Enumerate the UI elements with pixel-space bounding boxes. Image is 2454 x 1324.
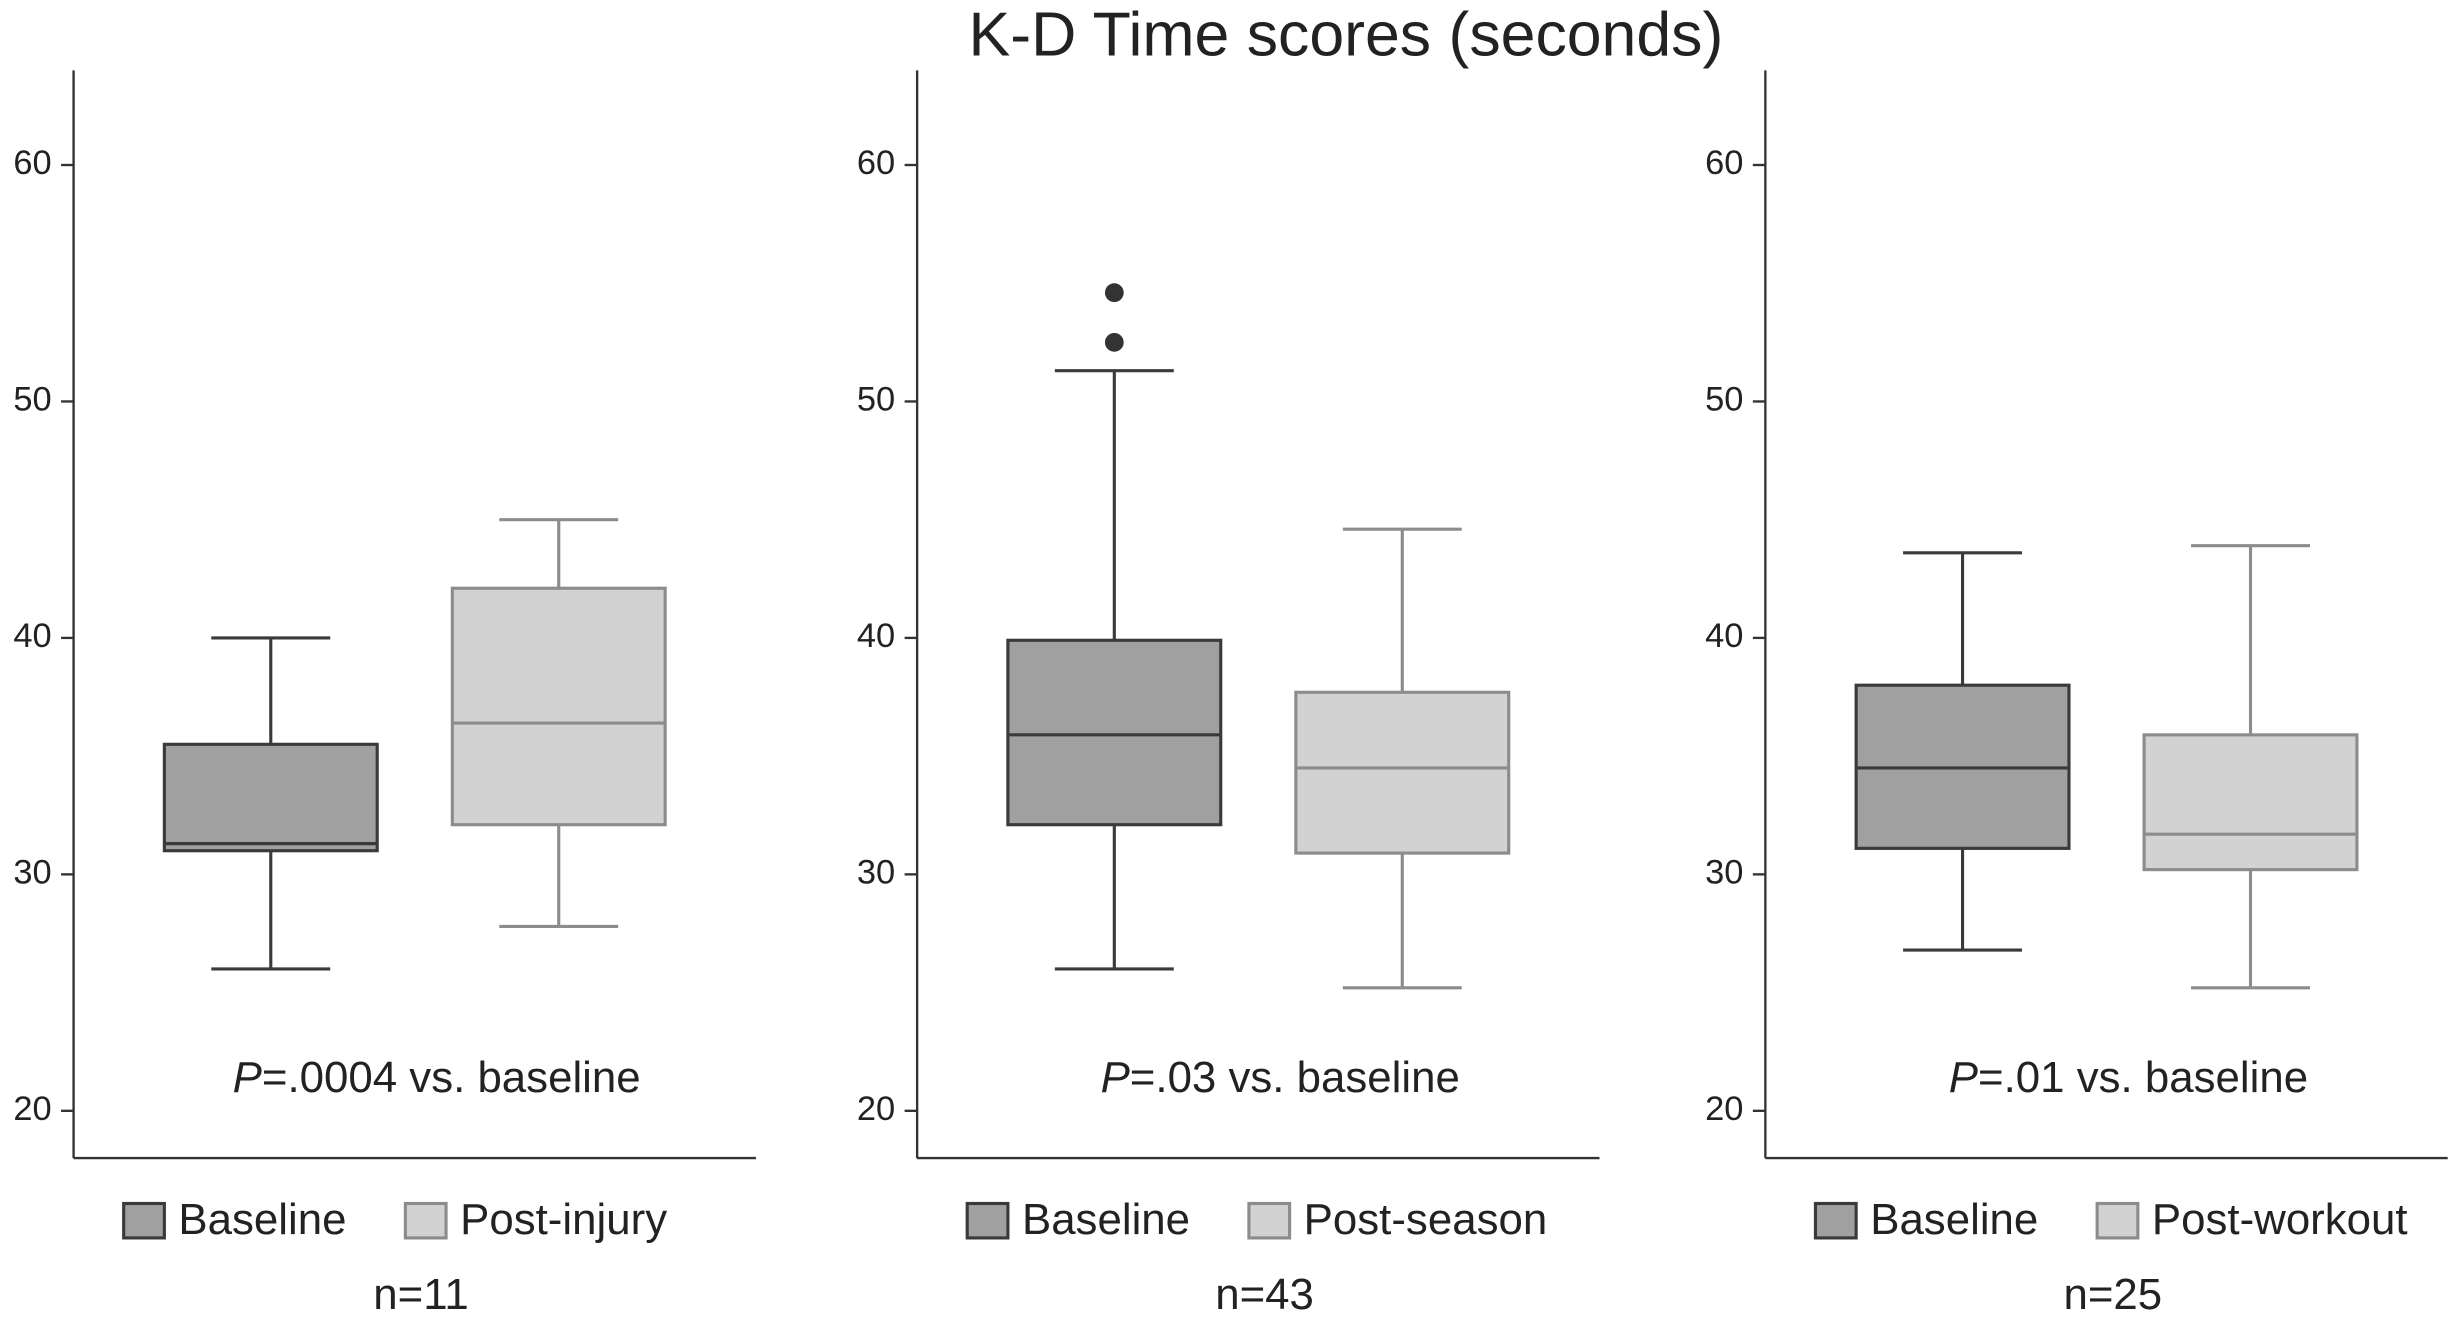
legend-swatch [965, 1201, 1010, 1240]
y-tick-label: 40 [13, 617, 51, 655]
legend-label: Baseline [1022, 1195, 1190, 1244]
chart-title: K-D Time scores (seconds) [969, 0, 1724, 70]
y-tick-label: 30 [13, 853, 51, 891]
legend-swatch [122, 1201, 166, 1240]
y-tick-label: 50 [13, 381, 51, 419]
annotation-italic: P [1101, 1052, 1130, 1101]
legend-swatch [403, 1201, 448, 1240]
box [450, 586, 667, 827]
annotation-italic: P [233, 1052, 262, 1101]
outlier [1104, 283, 1124, 303]
annotation: P=.03 vs. baseline [1101, 1052, 1460, 1101]
legend-label: Post-workout [2152, 1195, 2408, 1244]
legend-label: Baseline [1870, 1195, 2038, 1244]
y-tick-label: 50 [857, 381, 895, 419]
legend-label: Baseline [178, 1195, 346, 1244]
legend-swatch [2095, 1201, 2140, 1240]
sample-size: n=43 [1215, 1270, 1314, 1319]
y-tick-label: 50 [1705, 381, 1743, 419]
sample-size: n=25 [2063, 1270, 2162, 1319]
box [2142, 733, 2359, 872]
legend-label: Post-injury [460, 1195, 667, 1244]
outlier [1104, 332, 1124, 352]
annotation-rest: =.0004 vs. baseline [262, 1052, 641, 1101]
y-tick-label: 40 [1705, 617, 1743, 655]
y-tick-label: 40 [857, 617, 895, 655]
y-tick-label: 60 [1705, 144, 1743, 182]
y-tick-label: 20 [13, 1090, 51, 1128]
box [1294, 690, 1511, 855]
legend-label: Post-season [1304, 1195, 1548, 1244]
box [162, 742, 379, 853]
y-tick-label: 20 [1705, 1090, 1743, 1128]
annotation: P=.01 vs. baseline [1949, 1052, 2308, 1101]
legend-swatch [1247, 1201, 1292, 1240]
y-tick-label: 60 [857, 144, 895, 182]
annotation: P=.0004 vs. baseline [233, 1052, 641, 1101]
y-tick-label: 30 [1705, 853, 1743, 891]
box [1006, 638, 1223, 827]
y-tick-label: 20 [857, 1090, 895, 1128]
sample-size: n=11 [373, 1270, 468, 1319]
annotation-rest: =.03 vs. baseline [1130, 1052, 1460, 1101]
legend-swatch [1813, 1201, 1858, 1240]
annotation-italic: P [1949, 1052, 1978, 1101]
y-tick-label: 30 [857, 853, 895, 891]
y-tick-label: 60 [13, 144, 51, 182]
annotation-rest: =.01 vs. baseline [1978, 1052, 2308, 1101]
